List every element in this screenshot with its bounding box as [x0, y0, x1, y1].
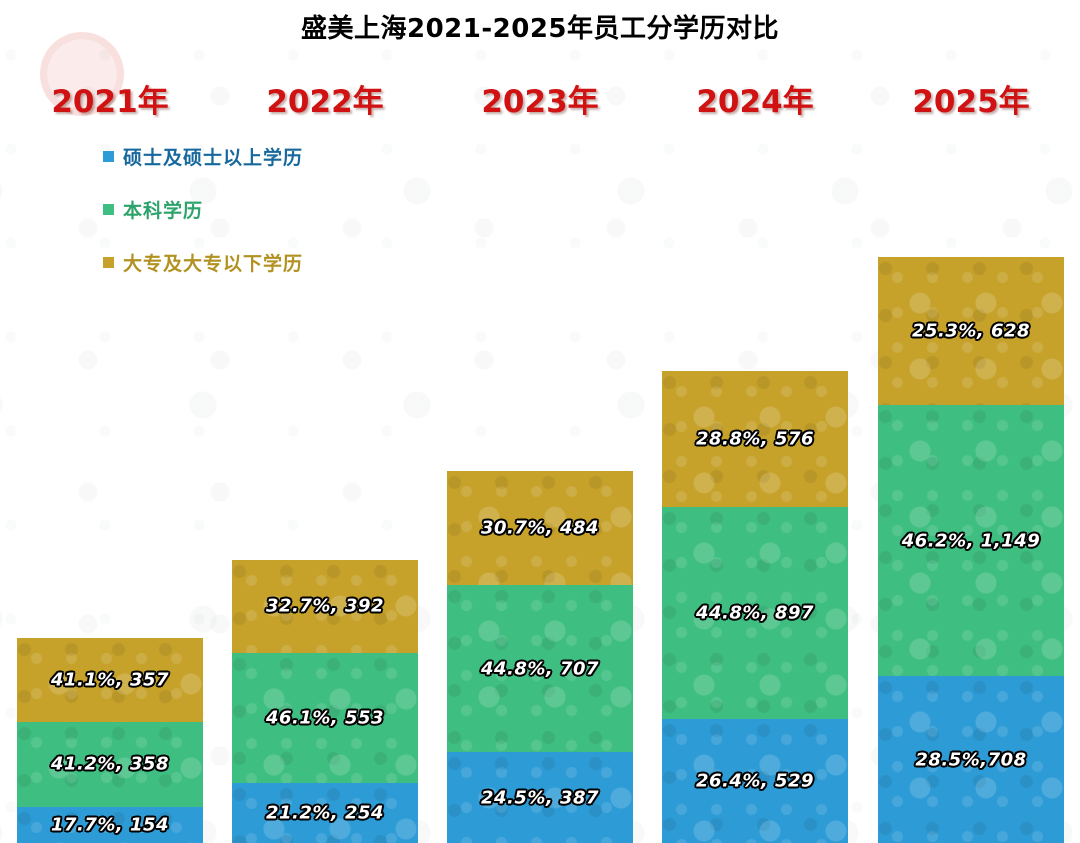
segment-master-2024年: 26.4%, 529: [662, 718, 848, 843]
segment-master-2023年: 24.5%, 387: [447, 752, 633, 843]
year-label: 2022年: [266, 84, 384, 120]
segment-bachelor-2025年: 46.2%, 1,149: [878, 405, 1064, 677]
segment-label: 24.5%, 387: [480, 787, 600, 809]
segment-label: 41.1%, 357: [50, 669, 170, 691]
segment-associate-2022年: 32.7%, 392: [232, 560, 418, 653]
segment-label: 46.1%, 553: [265, 707, 385, 729]
segment-label: 44.8%, 897: [695, 602, 815, 624]
legend-item: 本科学历: [103, 196, 303, 223]
year-label: 2023年: [481, 84, 599, 120]
segment-label: 44.8%, 707: [480, 658, 600, 680]
segment-master-2022年: 21.2%, 254: [232, 783, 418, 843]
bar-2021年: 41.1%, 357 41.2%, 358 17.7%, 154: [17, 638, 203, 843]
segment-master-2025年: 28.5%,708: [878, 676, 1064, 843]
legend-item: 硕士及硕士以上学历: [103, 143, 303, 170]
legend-swatch: [103, 257, 114, 268]
bar-2022年: 32.7%, 392 46.1%, 553 21.2%, 254: [232, 560, 418, 843]
year-label: 2024年: [696, 84, 814, 120]
segment-bachelor-2024年: 44.8%, 897: [662, 506, 848, 719]
legend-swatch: [103, 204, 114, 215]
segment-label: 26.4%, 529: [695, 770, 815, 792]
segment-label: 30.7%, 484: [480, 517, 600, 539]
segment-bachelor-2023年: 44.8%, 707: [447, 585, 633, 753]
legend-item: 大专及大专以下学历: [103, 249, 303, 276]
segment-label: 17.7%, 154: [50, 814, 170, 836]
bar-2024年: 28.8%, 576 44.8%, 897 26.4%, 529: [662, 371, 848, 843]
segment-associate-2024年: 28.8%, 576: [662, 371, 848, 507]
segment-label: 25.3%, 628: [911, 320, 1031, 342]
segment-label: 28.8%, 576: [695, 428, 815, 450]
legend: 硕士及硕士以上学历 本科学历大专及大专以下学历: [103, 143, 303, 302]
segment-bachelor-2021年: 41.2%, 358: [17, 722, 203, 807]
bar-2025年: 25.3%, 628 46.2%, 1,149 28.5%,708: [878, 257, 1064, 843]
segment-associate-2023年: 30.7%, 484: [447, 471, 633, 586]
legend-label: 大专及大专以下学历: [123, 253, 304, 275]
segment-associate-2021年: 41.1%, 357: [17, 638, 203, 723]
segment-bachelor-2022年: 46.1%, 553: [232, 652, 418, 783]
segment-label: 28.5%,708: [915, 749, 1027, 771]
segment-label: 32.7%, 392: [265, 595, 385, 617]
segment-associate-2025年: 25.3%, 628: [878, 257, 1064, 406]
year-label: 2021年: [51, 84, 169, 120]
legend-swatch: [103, 151, 114, 162]
chart-title: 盛美上海2021-2025年员工分学历对比: [300, 14, 780, 44]
segment-label: 21.2%, 254: [265, 802, 385, 824]
segment-label: 41.2%, 358: [50, 753, 170, 775]
segment-label: 46.2%, 1,149: [901, 530, 1041, 552]
bar-2023年: 30.7%, 484 44.8%, 707 24.5%, 387: [447, 471, 633, 843]
legend-label: 本科学历: [123, 200, 204, 222]
logo-watermark: [40, 32, 124, 116]
legend-label: 硕士及硕士以上学历: [123, 147, 304, 169]
segment-master-2021年: 17.7%, 154: [17, 806, 203, 843]
year-label: 2025年: [912, 84, 1030, 120]
